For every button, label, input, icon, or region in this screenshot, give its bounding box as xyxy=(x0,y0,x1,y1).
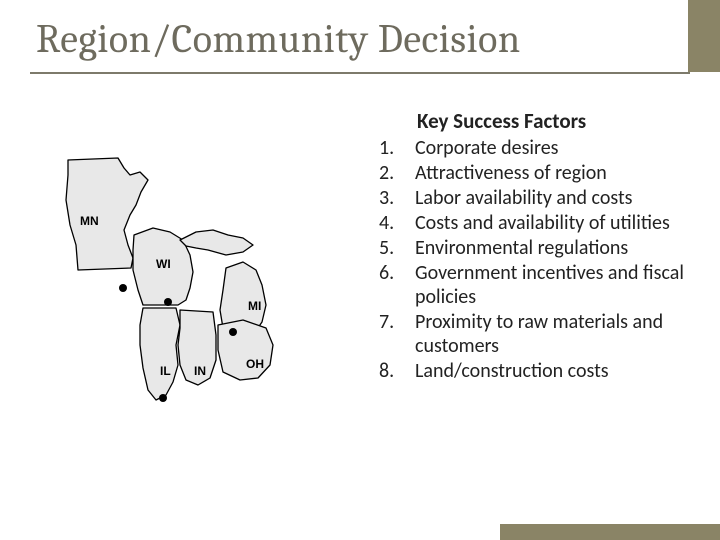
state-il: IL xyxy=(140,308,180,400)
item-text: Proximity to raw materials and customers xyxy=(415,310,695,358)
item-number: 8. xyxy=(375,359,415,383)
city-dot xyxy=(119,284,127,292)
item-number: 1. xyxy=(375,136,415,160)
page-title: Region/Community Decision xyxy=(36,16,521,62)
city-dot xyxy=(164,298,172,306)
item-number: 5. xyxy=(375,236,415,260)
list-item: 7.Proximity to raw materials and custome… xyxy=(375,310,695,358)
accent-bar-right xyxy=(688,0,720,72)
svg-text:MI: MI xyxy=(248,299,261,313)
slide-root: Region/Community Decision MN WI MI IL xyxy=(0,0,720,540)
state-in: IN xyxy=(178,310,216,385)
accent-bar-bottom xyxy=(500,524,720,540)
item-number: 4. xyxy=(375,211,415,235)
item-text: Land/construction costs xyxy=(415,359,609,383)
list-item: 4.Costs and availability of utilities xyxy=(375,211,695,235)
item-text: Costs and availability of utilities xyxy=(415,211,670,235)
item-text: Government incentives and fiscal policie… xyxy=(415,261,695,309)
svg-text:IL: IL xyxy=(160,364,171,378)
list-item: 6.Government incentives and fiscal polic… xyxy=(375,261,695,309)
map-svg: MN WI MI IL IN OH xyxy=(48,150,358,430)
list-item: 2.Attractiveness of region xyxy=(375,161,695,185)
svg-text:OH: OH xyxy=(246,357,264,371)
item-text: Corporate desires xyxy=(415,136,559,160)
svg-text:MN: MN xyxy=(80,214,99,228)
title-underline xyxy=(30,72,690,74)
svg-text:IN: IN xyxy=(194,364,206,378)
factors-heading: Key Success Factors xyxy=(417,108,695,134)
factors-panel: Key Success Factors 1.Corporate desires … xyxy=(375,108,695,384)
list-item: 3.Labor availability and costs xyxy=(375,186,695,210)
list-item: 8.Land/construction costs xyxy=(375,359,695,383)
item-number: 7. xyxy=(375,310,415,358)
item-text: Attractiveness of region xyxy=(415,161,607,185)
svg-text:WI: WI xyxy=(156,257,171,271)
factors-list: 1.Corporate desires 2.Attractiveness of … xyxy=(375,136,695,383)
midwest-map: MN WI MI IL IN OH xyxy=(48,150,358,430)
list-item: 5.Environmental regulations xyxy=(375,236,695,260)
city-dot xyxy=(229,328,237,336)
item-number: 6. xyxy=(375,261,415,309)
item-text: Labor availability and costs xyxy=(415,186,633,210)
list-item: 1.Corporate desires xyxy=(375,136,695,160)
item-text: Environmental regulations xyxy=(415,236,628,260)
item-number: 3. xyxy=(375,186,415,210)
city-dot xyxy=(159,394,167,402)
state-oh: OH xyxy=(218,320,273,380)
item-number: 2. xyxy=(375,161,415,185)
